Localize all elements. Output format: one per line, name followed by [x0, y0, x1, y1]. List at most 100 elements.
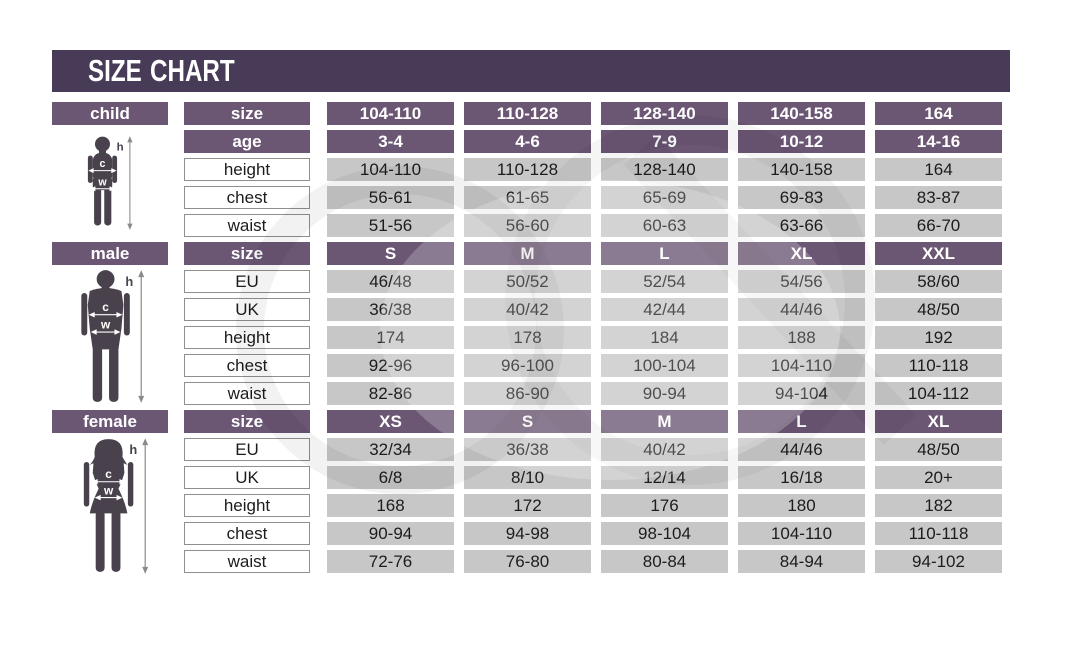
value-cell: 168 — [327, 494, 454, 517]
value-cell: 90-94 — [327, 522, 454, 545]
value-cell: 16/18 — [738, 466, 865, 489]
value-cell: 104-112 — [875, 382, 1002, 405]
column-header: 140-158 — [738, 102, 865, 125]
svg-text:h: h — [129, 442, 137, 457]
column-header: 14-16 — [875, 130, 1002, 153]
svg-text:c: c — [105, 467, 112, 481]
value-cell: 180 — [738, 494, 865, 517]
column-header: 4-6 — [464, 130, 591, 153]
value-cell: 174 — [327, 326, 454, 349]
table-row: chest 56-61 61-65 65-69 69-83 83-87 — [52, 186, 1002, 209]
value-cell: 52/54 — [601, 270, 728, 293]
value-cell: 178 — [464, 326, 591, 349]
column-header: 10-12 — [738, 130, 865, 153]
column-header: 7-9 — [601, 130, 728, 153]
column-header: 104-110 — [327, 102, 454, 125]
row-label-UK: UK — [184, 466, 310, 489]
value-cell: 100-104 — [601, 354, 728, 377]
table-row: chest 90-94 94-98 98-104 104-110 110-118 — [52, 522, 1002, 545]
value-cell: 110-118 — [875, 354, 1002, 377]
header-label-age: age — [184, 130, 310, 153]
value-cell: 94-104 — [738, 382, 865, 405]
title-bar: SIZE CHART — [52, 50, 1010, 92]
svg-text:c: c — [100, 158, 106, 170]
male-silhouette-icon: h c w — [64, 269, 163, 410]
value-cell: 188 — [738, 326, 865, 349]
value-cell: 40/42 — [601, 438, 728, 461]
value-cell: 182 — [875, 494, 1002, 517]
section-label-child: child — [52, 102, 168, 125]
row-label-waist: waist — [184, 550, 310, 573]
value-cell: 76-80 — [464, 550, 591, 573]
column-header: XL — [875, 410, 1002, 433]
value-cell: 84-94 — [738, 550, 865, 573]
value-cell: 48/50 — [875, 438, 1002, 461]
svg-text:h: h — [125, 274, 133, 289]
row-label-EU: EU — [184, 438, 310, 461]
row-label-height: height — [184, 326, 310, 349]
value-cell: 8/10 — [464, 466, 591, 489]
value-cell: 104-110 — [327, 158, 454, 181]
row-label-chest: chest — [184, 186, 310, 209]
column-header: 3-4 — [327, 130, 454, 153]
value-cell: 172 — [464, 494, 591, 517]
row-label-chest: chest — [184, 354, 310, 377]
column-header: S — [327, 242, 454, 265]
value-cell: 80-84 — [601, 550, 728, 573]
value-cell: 83-87 — [875, 186, 1002, 209]
value-cell: 50/52 — [464, 270, 591, 293]
table-row: waist 51-56 56-60 60-63 63-66 66-70 — [52, 214, 1002, 237]
row-label-chest: chest — [184, 522, 310, 545]
svg-text:w: w — [100, 318, 111, 332]
svg-text:c: c — [102, 300, 109, 314]
column-header: M — [601, 410, 728, 433]
table-row: male size S M L XL XXL — [52, 242, 1002, 265]
value-cell: 66-70 — [875, 214, 1002, 237]
value-cell: 98-104 — [601, 522, 728, 545]
female-silhouette-icon: h c w — [66, 437, 165, 581]
value-cell: 42/44 — [601, 298, 728, 321]
value-cell: 63-66 — [738, 214, 865, 237]
value-cell: 44/46 — [738, 298, 865, 321]
value-cell: 44/46 — [738, 438, 865, 461]
value-cell: 92-96 — [327, 354, 454, 377]
table-row: height 168 172 176 180 182 — [52, 494, 1002, 517]
header-label-size: size — [184, 410, 310, 433]
value-cell: 90-94 — [601, 382, 728, 405]
value-cell: 110-118 — [875, 522, 1002, 545]
table-row: UK 6/8 8/10 12/14 16/18 20+ — [52, 466, 1002, 489]
svg-text:w: w — [103, 484, 114, 498]
table-row: waist 72-76 76-80 80-84 84-94 94-102 — [52, 550, 1002, 573]
column-header: 128-140 — [601, 102, 728, 125]
value-cell: 60-63 — [601, 214, 728, 237]
value-cell: 104-110 — [738, 354, 865, 377]
section-female: female size XS S M L XL EU 32/34 36/38 40/42 44/46 4… — [52, 410, 1002, 574]
value-cell: 140-158 — [738, 158, 865, 181]
section-label-male: male — [52, 242, 168, 265]
value-cell: 36/38 — [464, 438, 591, 461]
section-label-female: female — [52, 410, 168, 433]
value-cell: 61-65 — [464, 186, 591, 209]
table-row: EU 46/48 50/52 52/54 54/56 58/60 — [52, 270, 1002, 293]
value-cell: 110-128 — [464, 158, 591, 181]
size-table: child size 104-110 110-128 128-140 140-158 164… — [52, 102, 1002, 578]
row-label-waist: waist — [184, 214, 310, 237]
value-cell: 58/60 — [875, 270, 1002, 293]
section-male: male size S M L XL XXL EU 46/48 50/52 52/54 54/56 58… — [52, 242, 1002, 405]
value-cell: 6/8 — [327, 466, 454, 489]
column-header: XXL — [875, 242, 1002, 265]
table-row: age 3-4 4-6 7-9 10-12 14-16 — [52, 130, 1002, 153]
row-label-height: height — [184, 494, 310, 517]
header-label-size: size — [184, 102, 310, 125]
value-cell: 94-102 — [875, 550, 1002, 573]
value-cell: 96-100 — [464, 354, 591, 377]
value-cell: 48/50 — [875, 298, 1002, 321]
value-cell: 94-98 — [464, 522, 591, 545]
value-cell: 72-76 — [327, 550, 454, 573]
table-row: child size 104-110 110-128 128-140 140-158 164 — [52, 102, 1002, 125]
table-row: height 104-110 110-128 128-140 140-158 164 — [52, 158, 1002, 181]
child-silhouette-icon: h c w — [68, 130, 152, 241]
value-cell: 54/56 — [738, 270, 865, 293]
row-label-waist: waist — [184, 382, 310, 405]
